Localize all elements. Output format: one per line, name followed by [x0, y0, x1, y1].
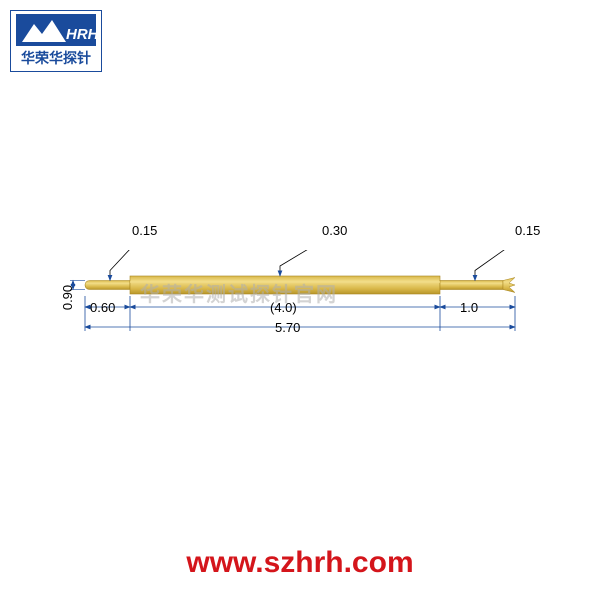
website-url: www.szhrh.com: [0, 546, 600, 580]
logo-mountain-icon: HRH: [16, 14, 96, 46]
dim-body-length: (4.0): [270, 300, 297, 315]
logo-letters: HRH: [66, 26, 96, 43]
dim-vertical-tip: 0.90: [60, 285, 75, 310]
dim-tail-diameter: 0.15: [515, 223, 540, 238]
watermark-text: 华荣华测试探针官网: [140, 278, 338, 307]
dim-tip-length: 0.60: [90, 300, 115, 315]
company-logo: HRH 华荣华探针: [10, 10, 102, 72]
dim-body-diameter: 0.30: [322, 223, 347, 238]
dim-total-length: 5.70: [275, 320, 300, 335]
logo-chinese-text: 华荣华探针: [21, 48, 91, 68]
dim-tail-length: 1.0: [460, 300, 478, 315]
dim-tip-diameter: 0.15: [132, 223, 157, 238]
